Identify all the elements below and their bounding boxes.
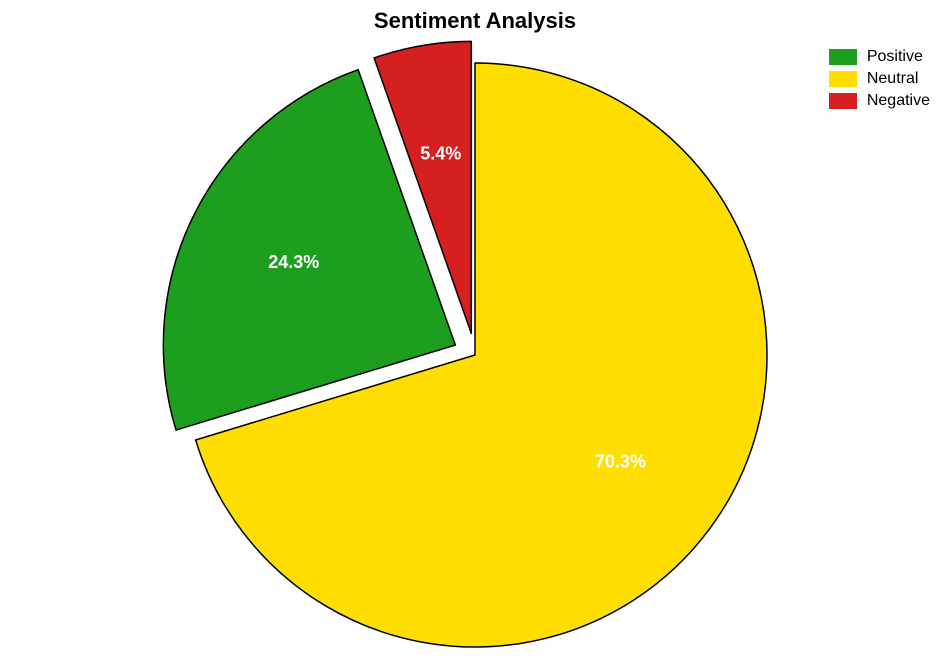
pie-svg: 70.3% 24.3% 5.4%: [0, 0, 950, 662]
slice-label-neutral: 70.3%: [595, 452, 646, 472]
legend: Positive Neutral Negative: [829, 48, 930, 114]
legend-item-neutral: Neutral: [829, 70, 930, 88]
legend-label-negative: Negative: [867, 92, 930, 110]
slice-label-positive: 24.3%: [268, 252, 319, 272]
legend-swatch-neutral: [829, 71, 857, 87]
legend-swatch-positive: [829, 49, 857, 65]
sentiment-pie-chart: Sentiment Analysis 70.3%24.3%5.4% Positi…: [0, 0, 950, 662]
slice-label-negative: 5.4%: [420, 144, 461, 164]
legend-swatch-negative: [829, 93, 857, 109]
legend-label-positive: Positive: [867, 48, 923, 66]
legend-item-negative: Negative: [829, 92, 930, 110]
legend-item-positive: Positive: [829, 48, 930, 66]
legend-label-neutral: Neutral: [867, 70, 919, 88]
